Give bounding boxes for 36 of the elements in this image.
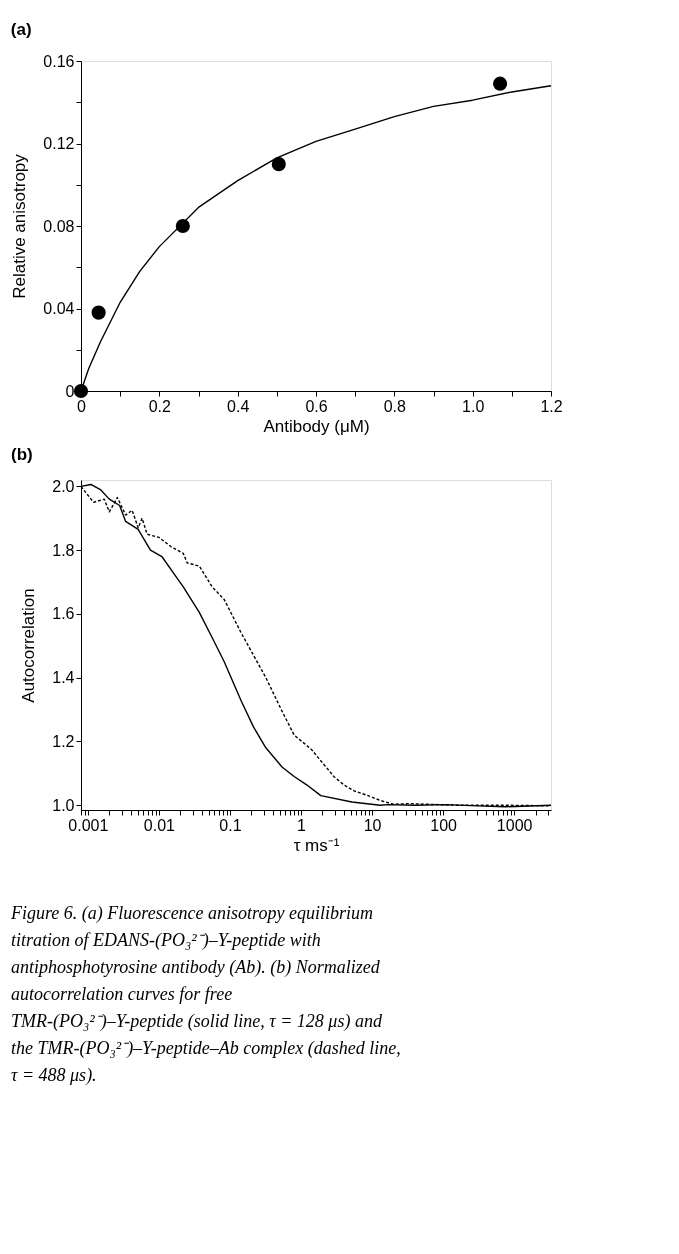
y-tick-label: 0.16 xyxy=(43,52,75,70)
x-tick-label: 0.001 xyxy=(68,816,109,834)
y-tick-label: 1.0 xyxy=(52,796,75,814)
y-tick-label: 0.04 xyxy=(43,300,75,317)
y-axis-title: Autocorrelation xyxy=(19,588,39,703)
y-tick-label: 1.6 xyxy=(52,605,75,623)
y-axis-title: Relative anisotropy xyxy=(10,153,30,299)
y-tick-label: 1.2 xyxy=(52,732,75,750)
x-tick-label: 0.01 xyxy=(143,816,176,834)
x-tick-label: 100 xyxy=(430,816,458,834)
y-tick-label: 0 xyxy=(65,382,75,400)
chart-title: (a) xyxy=(10,20,32,39)
x-tick-label: 1.2 xyxy=(540,397,563,415)
point xyxy=(493,76,508,91)
x-axis-title: Antibody (μM) xyxy=(263,416,370,436)
point xyxy=(271,157,286,172)
x-axis-title: τ ms⁻¹ xyxy=(293,835,340,855)
x-tick-label: 0 xyxy=(77,397,87,415)
y-tick-label: 2.0 xyxy=(52,477,75,495)
y-tick-label: 0.12 xyxy=(43,135,75,152)
x-tick-label: 1 xyxy=(297,816,307,834)
chart-title: (b) xyxy=(11,445,33,465)
x-tick-label: 0.1 xyxy=(219,816,242,834)
y-tick-label: 1.8 xyxy=(52,541,75,559)
x-tick-label: 0.2 xyxy=(148,397,172,415)
x-tick-label: 0.8 xyxy=(383,397,407,415)
x-tick-label: 0.6 xyxy=(305,397,328,415)
x-tick-label: 1000 xyxy=(496,816,533,834)
x-tick-label: 10 xyxy=(363,816,382,834)
y-tick-label: 0.08 xyxy=(43,217,75,235)
x-tick-label: 0.4 xyxy=(227,397,250,415)
caption: Figure 6. (a) Fluorescence anisotropy equilibrium titration of EDANS-(PO₃²⁻)–Y-peptide with antiphosphotyrosine antibody (Ab). (b) Normalized autocorrelation curves for free TMR-(PO₃²⁻)–Y-peptide (solid line, τ = 128 μs) and the TMR-(PO₃²⁻)–Y-peptide–Ab complex (dashed line, τ = 488 μs). xyxy=(10,903,401,1086)
point xyxy=(73,383,89,399)
x-tick-label: 1.0 xyxy=(462,397,485,415)
y-tick-label: 1.4 xyxy=(52,669,75,687)
point xyxy=(91,305,106,320)
